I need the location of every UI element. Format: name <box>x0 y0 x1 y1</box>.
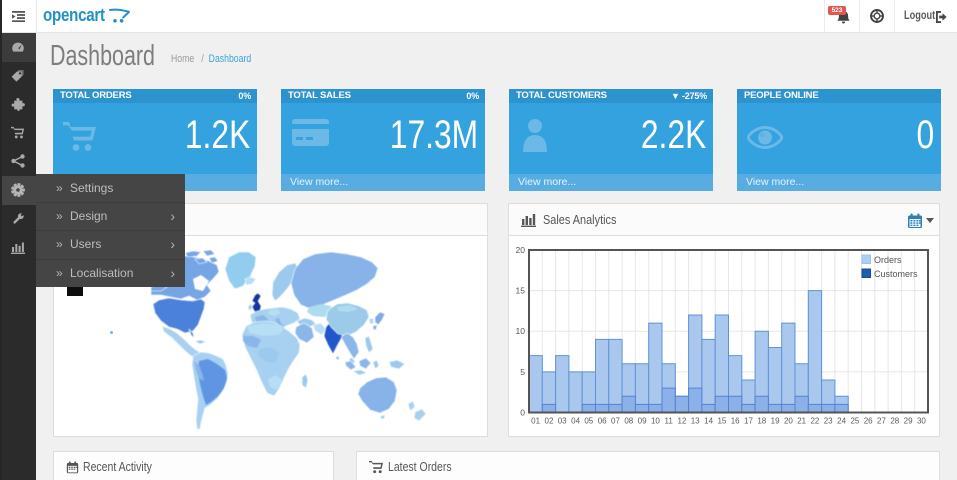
svg-text:18: 18 <box>757 417 766 426</box>
svg-text:10: 10 <box>516 326 526 336</box>
svg-text:19: 19 <box>771 417 780 426</box>
svg-text:26: 26 <box>864 417 873 426</box>
svg-text:11: 11 <box>665 417 674 426</box>
svg-text:09: 09 <box>638 417 647 426</box>
svg-text:14: 14 <box>704 417 713 426</box>
svg-text:08: 08 <box>624 417 633 426</box>
svg-text:Customers: Customers <box>874 269 918 279</box>
svg-text:05: 05 <box>584 417 593 426</box>
svg-text:13: 13 <box>691 417 700 426</box>
svg-text:0: 0 <box>520 408 525 418</box>
svg-text:16: 16 <box>731 417 740 426</box>
svg-text:29: 29 <box>904 417 913 426</box>
svg-text:04: 04 <box>571 417 580 426</box>
svg-text:20: 20 <box>784 417 793 426</box>
svg-text:28: 28 <box>890 417 899 426</box>
svg-text:25: 25 <box>850 417 859 426</box>
svg-text:17: 17 <box>744 417 753 426</box>
svg-text:30: 30 <box>917 417 926 426</box>
svg-text:12: 12 <box>678 417 687 426</box>
svg-text:02: 02 <box>545 417 554 426</box>
svg-text:07: 07 <box>611 417 620 426</box>
svg-text:Orders: Orders <box>874 255 902 265</box>
svg-text:01: 01 <box>531 417 540 426</box>
svg-text:27: 27 <box>877 417 886 426</box>
svg-text:15: 15 <box>516 286 526 296</box>
svg-text:5: 5 <box>520 367 525 377</box>
svg-text:21: 21 <box>797 417 806 426</box>
svg-text:03: 03 <box>558 417 567 426</box>
svg-text:24: 24 <box>837 417 846 426</box>
svg-text:20: 20 <box>516 245 526 255</box>
svg-text:22: 22 <box>810 417 819 426</box>
svg-text:23: 23 <box>824 417 833 426</box>
svg-text:10: 10 <box>651 417 660 426</box>
svg-text:06: 06 <box>598 417 607 426</box>
svg-text:15: 15 <box>717 417 726 426</box>
